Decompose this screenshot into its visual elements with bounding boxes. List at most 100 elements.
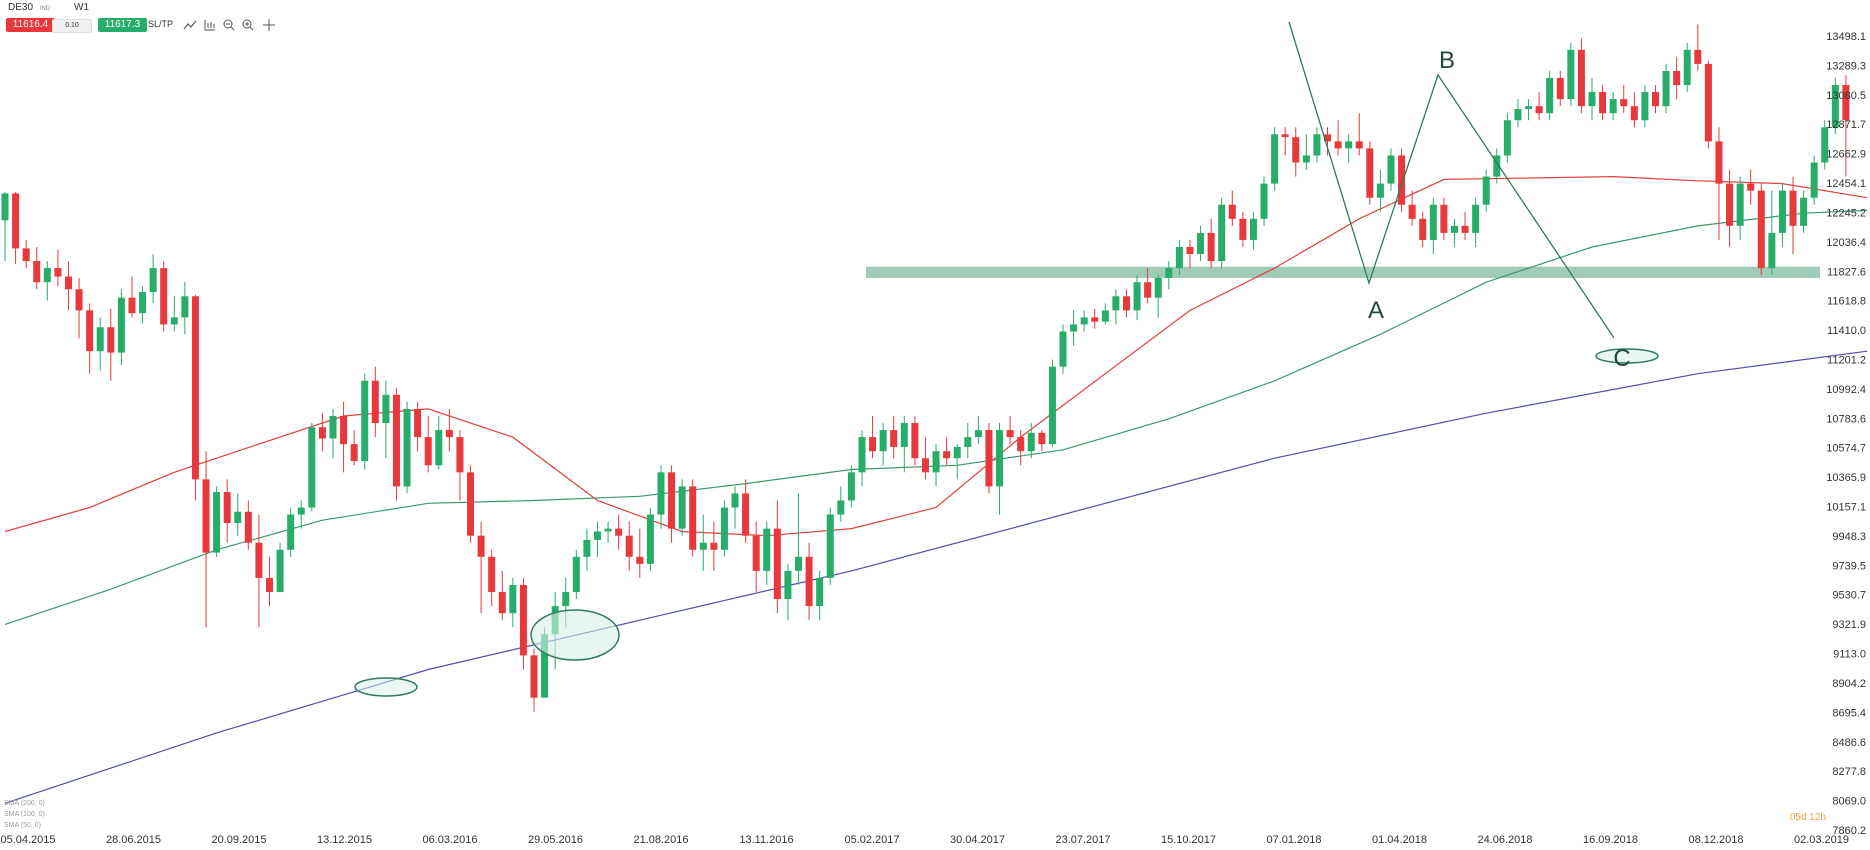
candle-body bbox=[498, 592, 506, 614]
candle-body bbox=[1493, 155, 1501, 177]
candle-body bbox=[1313, 134, 1321, 156]
symbol-suffix: IND bbox=[39, 6, 51, 12]
candle-body bbox=[805, 556, 813, 607]
volume-input[interactable]: 0.10 bbox=[52, 19, 92, 33]
x-tick-label: 02.03.2019 bbox=[1794, 834, 1849, 846]
candle-body bbox=[1154, 277, 1162, 298]
y-tick-label: 12036.4 bbox=[1826, 237, 1866, 249]
pattern-label: B bbox=[1439, 47, 1455, 74]
legend-sma-100[interactable]: SMA (100, 0) bbox=[4, 811, 45, 818]
candle-body bbox=[1070, 324, 1078, 332]
zoom-in-icon[interactable] bbox=[241, 18, 255, 32]
x-tick-label: 13.12.2015 bbox=[317, 834, 372, 846]
crosshair-icon[interactable] bbox=[262, 18, 276, 32]
candle-body bbox=[900, 423, 908, 447]
candle-body bbox=[96, 327, 104, 352]
candle-body bbox=[636, 556, 644, 564]
candle-body bbox=[720, 507, 728, 550]
candle-body bbox=[932, 451, 940, 473]
candle-body bbox=[710, 542, 718, 550]
candle-body bbox=[1726, 183, 1734, 226]
candle-body bbox=[139, 292, 147, 314]
candle-body bbox=[255, 542, 263, 578]
candle-body bbox=[1662, 70, 1670, 107]
candle-body bbox=[1567, 49, 1575, 100]
candle-body bbox=[64, 276, 72, 290]
y-tick-label: 13498.1 bbox=[1826, 31, 1866, 43]
candle-body bbox=[541, 634, 549, 698]
candle-body bbox=[731, 493, 739, 508]
legend-sma-50[interactable]: SMA (50, 0) bbox=[4, 822, 41, 829]
candle-body bbox=[879, 430, 887, 452]
candle-body bbox=[1810, 162, 1818, 198]
candle-body bbox=[869, 437, 877, 452]
y-tick-label: 11201.2 bbox=[1827, 354, 1866, 366]
candle-body bbox=[826, 514, 834, 578]
resistance-zone bbox=[866, 266, 1820, 278]
candle-body bbox=[1345, 141, 1353, 149]
candle-body bbox=[1768, 232, 1776, 269]
candle-body bbox=[1546, 77, 1554, 114]
x-tick-label: 15.10.2017 bbox=[1161, 834, 1216, 846]
candle-body bbox=[964, 437, 972, 447]
x-tick-label: 29.05.2016 bbox=[528, 834, 583, 846]
sell-price-button[interactable]: 11616.4 bbox=[6, 18, 55, 32]
candle-body bbox=[1408, 204, 1416, 219]
candle-body bbox=[752, 535, 760, 571]
zoom-out-icon[interactable] bbox=[222, 18, 236, 32]
candle-body bbox=[1281, 134, 1289, 138]
x-tick-label: 20.09.2015 bbox=[211, 834, 266, 846]
candle-body bbox=[1821, 127, 1829, 163]
candle-body bbox=[54, 268, 62, 277]
candle-body bbox=[1789, 190, 1797, 226]
candle-body bbox=[1747, 183, 1755, 191]
candle-body bbox=[266, 577, 273, 593]
candle-body bbox=[1324, 134, 1331, 142]
sltp-button[interactable]: SL/TP bbox=[148, 19, 174, 29]
legend-sma-200[interactable]: SMA (200, 0) bbox=[4, 800, 45, 807]
candle-body bbox=[773, 528, 781, 600]
x-tick-label: 06.03.2016 bbox=[422, 834, 477, 846]
candle-body bbox=[858, 437, 866, 473]
candle-body bbox=[445, 430, 453, 438]
candle-body bbox=[1376, 183, 1384, 198]
x-tick-label: 07.01.2018 bbox=[1266, 834, 1321, 846]
candle-body bbox=[1398, 155, 1406, 205]
candle-body bbox=[1556, 77, 1564, 100]
candle-body bbox=[12, 193, 20, 249]
line-chart-icon[interactable] bbox=[183, 18, 197, 32]
y-tick-label: 12245.2 bbox=[1826, 207, 1866, 219]
timeframe-selector[interactable]: W1 bbox=[74, 2, 89, 13]
candle-body bbox=[371, 380, 379, 424]
candle-body bbox=[1419, 218, 1427, 240]
candle-body bbox=[361, 380, 369, 462]
candle-body bbox=[1450, 225, 1458, 233]
candle-body bbox=[414, 408, 422, 438]
candle-body bbox=[1757, 190, 1765, 269]
symbol-label[interactable]: DE30 IND bbox=[8, 2, 50, 13]
y-tick-label: 8277.8 bbox=[1832, 766, 1866, 778]
candle-body bbox=[1842, 85, 1850, 121]
candle-body bbox=[996, 430, 1004, 487]
candle-body bbox=[657, 472, 665, 515]
x-tick-label: 08.12.2018 bbox=[1688, 834, 1743, 846]
y-tick-label: 10992.4 bbox=[1826, 384, 1866, 396]
candle-body bbox=[128, 297, 136, 314]
candle-body bbox=[33, 261, 41, 283]
candle-body bbox=[583, 539, 591, 557]
candle-body bbox=[1165, 268, 1173, 278]
candle-body bbox=[1651, 92, 1659, 107]
y-tick-label: 9321.9 bbox=[1832, 619, 1866, 631]
candle-body bbox=[1017, 437, 1025, 452]
candle-body bbox=[1366, 148, 1374, 198]
candle-body bbox=[985, 430, 993, 487]
candle-body bbox=[1778, 190, 1786, 233]
buy-price-button[interactable]: 11617.3 bbox=[98, 18, 147, 32]
support-ellipse bbox=[530, 609, 620, 661]
indicators-icon[interactable] bbox=[203, 18, 217, 32]
support-ellipse bbox=[1595, 348, 1659, 364]
x-tick-label: 30.04.2017 bbox=[950, 834, 1005, 846]
candle-body bbox=[1027, 432, 1035, 452]
symbol-name: DE30 bbox=[8, 2, 34, 13]
